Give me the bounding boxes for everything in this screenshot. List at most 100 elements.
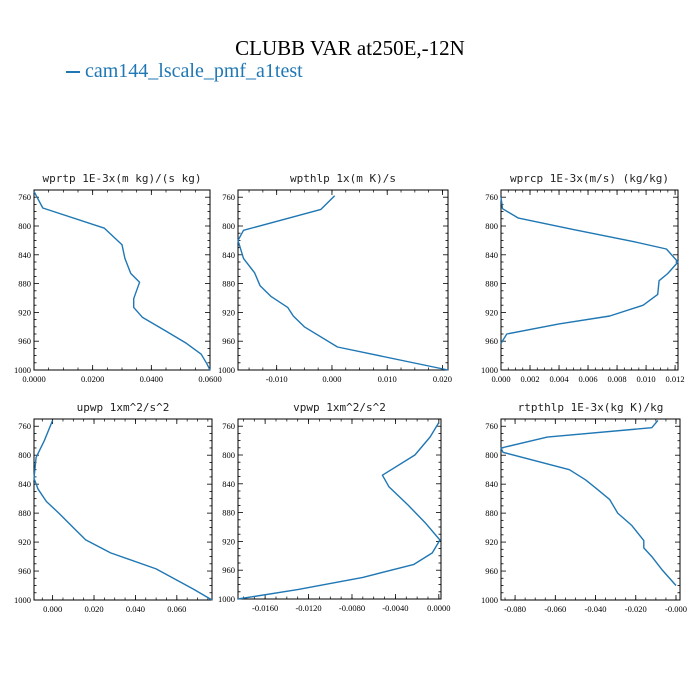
y-tick-label: 920 bbox=[222, 536, 235, 546]
y-tick-label: 960 bbox=[485, 336, 498, 346]
plot-frame bbox=[500, 418, 681, 601]
chart-panel-6: rtpthlp 1E-3x(kg K)/kg 760 800 840 880 920 960… bbox=[481, 401, 687, 614]
series-line bbox=[237, 422, 441, 600]
x-tick-label: 0.020 bbox=[84, 604, 103, 614]
x-tick-label: -0.000 bbox=[665, 604, 687, 614]
y-tick-label: 840 bbox=[18, 479, 31, 489]
chart-panel-5: vpwp 1xm^2/s^2 760 800 840 880 920 960 1000 -0.0… bbox=[218, 401, 451, 613]
y-tick-label: 840 bbox=[485, 479, 498, 489]
x-tick-label: 0.004 bbox=[549, 374, 569, 384]
y-tick-label: 920 bbox=[18, 307, 31, 317]
panel-title: vpwp 1xm^2/s^2 bbox=[293, 401, 386, 414]
y-tick-label: 880 bbox=[485, 279, 498, 289]
y-tick-label: 840 bbox=[222, 479, 235, 489]
x-tick-label: 0.0000 bbox=[22, 374, 45, 384]
x-tick-label: 0.000 bbox=[322, 374, 341, 384]
plot-frame bbox=[500, 189, 679, 371]
series-line bbox=[33, 420, 213, 601]
y-tick-label: 1000 bbox=[218, 365, 235, 375]
y-tick-label: 920 bbox=[222, 307, 235, 317]
y-tick-label: 800 bbox=[222, 450, 235, 460]
plot-frame bbox=[33, 189, 211, 371]
legend-swatch bbox=[66, 71, 80, 74]
x-tick-label: 0.000 bbox=[43, 604, 62, 614]
series-line bbox=[500, 197, 679, 344]
y-tick-label: 760 bbox=[485, 421, 498, 431]
x-tick-label: -0.0160 bbox=[252, 603, 278, 613]
y-tick-label: 960 bbox=[18, 566, 31, 576]
y-tick-label: 800 bbox=[18, 221, 31, 231]
plot-frame bbox=[237, 418, 442, 600]
y-tick-label: 1000 bbox=[14, 365, 31, 375]
x-tick-label: -0.020 bbox=[625, 604, 647, 614]
y-tick-label: 960 bbox=[222, 565, 235, 575]
y-tick-label: 1000 bbox=[481, 595, 498, 605]
y-tick-label: 760 bbox=[18, 421, 31, 431]
x-tick-label: 0.008 bbox=[608, 374, 627, 384]
x-tick-label: 0.012 bbox=[666, 374, 685, 384]
x-tick-label: 0.000 bbox=[491, 374, 510, 384]
y-tick-label: 800 bbox=[222, 221, 235, 231]
x-tick-label: 0.002 bbox=[520, 374, 539, 384]
chart-panel-3: wprcp 1E-3x(m/s) (kg/kg) 760 800 840 880 920 9… bbox=[481, 172, 685, 384]
y-tick-label: 800 bbox=[18, 450, 31, 460]
x-tick-label: -0.0040 bbox=[382, 603, 408, 613]
plot-frame bbox=[33, 418, 213, 601]
x-tick-label: -0.060 bbox=[544, 604, 566, 614]
panel-title: wprtp 1E-3x(m kg)/(s kg) bbox=[43, 172, 202, 185]
panel-title: upwp 1xm^2/s^2 bbox=[77, 401, 170, 414]
x-tick-label: 0.0200 bbox=[81, 374, 104, 384]
y-tick-label: 840 bbox=[18, 250, 31, 260]
x-tick-label: 0.006 bbox=[578, 374, 597, 384]
y-tick-label: 880 bbox=[222, 279, 235, 289]
x-tick-label: 0.040 bbox=[126, 604, 145, 614]
legend: cam144_lscale_pmf_a1test bbox=[66, 60, 303, 83]
x-tick-label: 0.0600 bbox=[198, 374, 221, 384]
x-tick-label: -0.080 bbox=[504, 604, 526, 614]
x-tick-label: -0.010 bbox=[266, 374, 288, 384]
panel-title: rtpthlp 1E-3x(kg K)/kg bbox=[518, 401, 664, 414]
y-tick-label: 880 bbox=[485, 508, 498, 518]
plot-frame bbox=[237, 189, 449, 371]
chart-panel-2: wpthlp 1x(m K)/s 760 800 840 880 920 960 1000 -0… bbox=[218, 172, 452, 384]
y-tick-label: 760 bbox=[222, 421, 235, 431]
y-tick-label: 880 bbox=[18, 508, 31, 518]
y-tick-label: 800 bbox=[485, 450, 498, 460]
x-tick-label: -0.0080 bbox=[339, 603, 365, 613]
x-tick-label: 0.010 bbox=[637, 374, 656, 384]
y-tick-label: 760 bbox=[485, 192, 498, 202]
y-tick-label: 760 bbox=[222, 192, 235, 202]
x-tick-label: 0.020 bbox=[433, 374, 452, 384]
y-tick-label: 880 bbox=[222, 508, 235, 518]
series-line bbox=[500, 419, 677, 586]
series-line bbox=[33, 191, 211, 371]
x-tick-label: -0.0120 bbox=[295, 603, 321, 613]
page-title: CLUBB VAR at250E,-12N bbox=[235, 36, 465, 60]
y-tick-label: 880 bbox=[18, 279, 31, 289]
panel-title: wprcp 1E-3x(m/s) (kg/kg) bbox=[510, 172, 669, 185]
y-tick-label: 960 bbox=[18, 336, 31, 346]
y-tick-label: 800 bbox=[485, 221, 498, 231]
y-tick-label: 920 bbox=[18, 537, 31, 547]
y-tick-label: 840 bbox=[485, 250, 498, 260]
y-tick-label: 840 bbox=[222, 250, 235, 260]
x-tick-label: 0.010 bbox=[378, 374, 397, 384]
y-tick-label: 920 bbox=[485, 537, 498, 547]
y-tick-label: 920 bbox=[485, 307, 498, 317]
y-tick-label: 960 bbox=[222, 336, 235, 346]
chart-panel-1: wprtp 1E-3x(m kg)/(s kg) 760 800 840 880 920 9… bbox=[14, 172, 222, 384]
chart-panel-4: upwp 1xm^2/s^2 760 800 840 880 920 960 1000 0.00… bbox=[14, 401, 213, 614]
x-tick-label: 0.0400 bbox=[140, 374, 163, 384]
y-tick-label: 1000 bbox=[218, 594, 235, 604]
x-tick-label: 0.0000 bbox=[427, 603, 450, 613]
series-line bbox=[237, 195, 449, 371]
x-tick-label: 0.060 bbox=[167, 604, 186, 614]
y-tick-label: 960 bbox=[485, 566, 498, 576]
y-tick-label: 1000 bbox=[14, 595, 31, 605]
x-tick-label: -0.040 bbox=[585, 604, 607, 614]
panel-title: wpthlp 1x(m K)/s bbox=[290, 172, 396, 185]
y-tick-label: 760 bbox=[18, 192, 31, 202]
y-tick-label: 1000 bbox=[481, 365, 498, 375]
legend-label: cam144_lscale_pmf_a1test bbox=[85, 60, 303, 82]
